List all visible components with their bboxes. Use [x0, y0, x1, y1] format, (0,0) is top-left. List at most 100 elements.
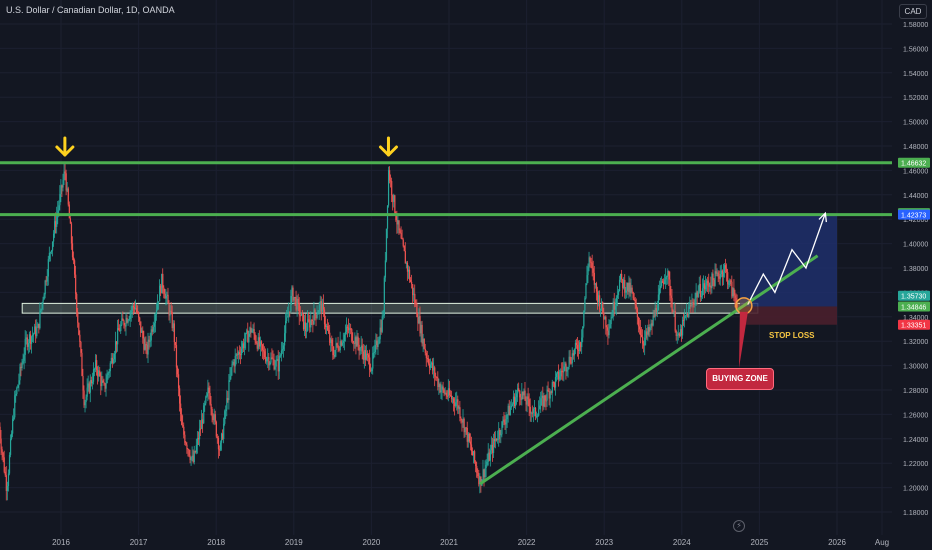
- candle-body: [455, 402, 457, 407]
- candle-body: [70, 223, 73, 244]
- candle-body: [673, 310, 675, 312]
- candle-body: [0, 426, 1, 439]
- candle-body: [696, 292, 698, 297]
- price-label-box: [898, 319, 930, 330]
- time-tick-label: Aug: [875, 538, 889, 547]
- candle-body: [627, 282, 629, 292]
- candle-body: [13, 417, 15, 419]
- candle-body: [320, 301, 322, 312]
- candle-body: [690, 304, 692, 306]
- candle-body: [559, 376, 561, 380]
- candle-body: [307, 319, 309, 331]
- candle-body: [607, 330, 609, 336]
- candle-body: [40, 308, 42, 311]
- drawing-lines[interactable]: [0, 136, 892, 486]
- candle-body: [415, 303, 417, 305]
- candle-body: [330, 339, 332, 343]
- candle-body: [606, 327, 608, 331]
- candle-body: [716, 272, 718, 274]
- candle-body: [441, 386, 443, 391]
- candle-body: [374, 345, 376, 353]
- candle-body: [211, 408, 213, 417]
- candle-body: [389, 170, 391, 181]
- peak-arrowhead-icon: [378, 145, 398, 157]
- price-label-text: 1.35730: [901, 294, 926, 301]
- candle-body: [184, 434, 186, 443]
- candle-body: [27, 343, 30, 347]
- candle-body: [378, 339, 380, 344]
- candle-body: [458, 407, 460, 409]
- projection-arrowhead: [818, 211, 827, 223]
- candle-body: [595, 283, 598, 292]
- candle-body: [665, 277, 667, 280]
- candle-body: [427, 358, 430, 364]
- candle-body: [141, 330, 143, 333]
- candle-body: [625, 290, 627, 293]
- candle-body: [275, 360, 277, 367]
- price-tick-label: 1.56000: [903, 46, 928, 53]
- candle-body: [502, 419, 504, 422]
- candle-body: [435, 376, 437, 378]
- candle-body: [650, 323, 652, 328]
- time-tick-label: 2024: [673, 538, 691, 547]
- candle-body: [267, 357, 269, 359]
- candle-body: [276, 359, 278, 361]
- candle-body: [223, 423, 225, 440]
- candle-body: [651, 323, 653, 326]
- candle-body: [632, 291, 634, 299]
- candle-body: [20, 366, 22, 369]
- candle-body: [569, 356, 571, 363]
- candle-body: [719, 274, 721, 279]
- candle-body: [245, 332, 247, 342]
- candle-body: [316, 314, 318, 319]
- candle-body: [232, 362, 234, 364]
- candle-body: [444, 392, 446, 394]
- candle-body: [326, 326, 328, 328]
- candle-body: [285, 321, 287, 334]
- candle-body: [280, 350, 283, 356]
- price-label-text: 1.42373: [901, 213, 926, 220]
- candle-body: [235, 354, 237, 357]
- candle-body: [116, 341, 118, 345]
- currency-button[interactable]: CAD: [899, 4, 927, 19]
- candle-body: [121, 318, 123, 325]
- candle-body: [449, 395, 452, 397]
- candle-body: [403, 245, 405, 252]
- candle-body: [423, 338, 425, 349]
- candle-body: [697, 291, 699, 297]
- candle-body: [436, 377, 438, 379]
- candle-body: [179, 388, 181, 404]
- candle-body: [408, 269, 411, 280]
- price-tick-label: 1.22000: [903, 461, 928, 468]
- candle-body: [372, 352, 374, 369]
- candle-body: [524, 390, 526, 401]
- time-axis[interactable]: 2016 2017 2018 2019 2020 2021 2022 2023 2024 2025…: [52, 538, 889, 547]
- candle-body: [59, 194, 61, 206]
- candle-body: [296, 298, 298, 310]
- candle-body: [464, 427, 466, 433]
- candle-body: [539, 405, 541, 410]
- candle-body: [362, 351, 364, 360]
- candle-body: [77, 311, 79, 323]
- candle-body: [395, 213, 397, 220]
- candle-body: [613, 301, 615, 310]
- candle-body: [397, 220, 399, 225]
- candle-body: [298, 302, 300, 316]
- candle-body: [208, 387, 210, 393]
- price-tick-label: 1.34000: [903, 315, 928, 322]
- candle-body: [123, 320, 125, 326]
- price-tick-label: 1.46000: [903, 168, 928, 175]
- candle-body: [453, 398, 455, 403]
- candle-body: [192, 455, 194, 463]
- candle-body: [720, 270, 723, 275]
- candle-body: [714, 271, 716, 286]
- price-axis[interactable]: 1.58000 1.56000 1.54000 1.52000 1.50000 1.480…: [898, 22, 930, 517]
- candle-body: [485, 464, 487, 468]
- candle-body: [658, 288, 661, 295]
- candle-body: [501, 421, 503, 435]
- candle-body: [480, 476, 482, 486]
- candle-body: [282, 345, 285, 350]
- candle-body: [343, 334, 346, 342]
- lightning-icon[interactable]: ⚡: [733, 520, 745, 532]
